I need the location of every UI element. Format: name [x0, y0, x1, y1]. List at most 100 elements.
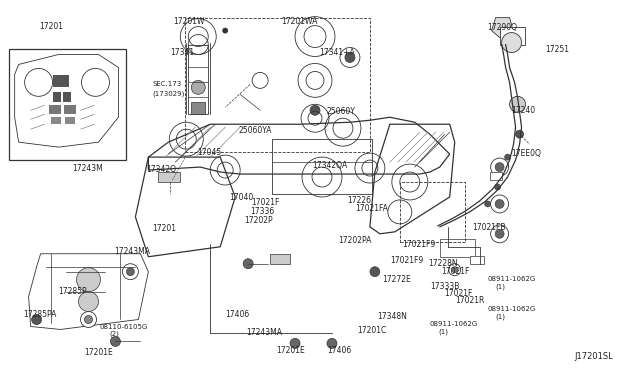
Text: 17243MA: 17243MA	[115, 247, 150, 256]
Bar	[158, 172, 180, 182]
Text: 17045: 17045	[197, 148, 221, 157]
Circle shape	[243, 259, 253, 269]
Text: 17021F9: 17021F9	[402, 240, 435, 249]
Text: 17021F9: 17021F9	[390, 256, 424, 265]
Text: (1): (1)	[495, 283, 506, 290]
Text: 17341: 17341	[170, 48, 194, 57]
Text: 17251: 17251	[545, 45, 569, 54]
Text: 17021F: 17021F	[442, 267, 470, 276]
Circle shape	[84, 315, 93, 324]
Text: 17285P: 17285P	[58, 287, 87, 296]
Circle shape	[502, 33, 522, 52]
Text: 25060YA: 25060YA	[238, 126, 272, 135]
Text: 17243M: 17243M	[72, 164, 103, 173]
Bar	[49, 105, 61, 114]
Circle shape	[310, 105, 320, 115]
Circle shape	[345, 52, 355, 62]
Circle shape	[495, 184, 500, 190]
Text: 17342QA: 17342QA	[312, 161, 348, 170]
Text: (173029): (173029)	[153, 90, 185, 97]
Circle shape	[449, 264, 461, 276]
Text: 17348N: 17348N	[378, 312, 407, 321]
Circle shape	[290, 339, 300, 349]
Circle shape	[127, 268, 134, 276]
Bar	[270, 254, 290, 264]
Text: 17285PA: 17285PA	[23, 311, 56, 320]
Circle shape	[452, 267, 458, 273]
Bar	[65, 117, 74, 124]
Text: 17240: 17240	[511, 106, 536, 115]
Circle shape	[491, 225, 509, 243]
Circle shape	[495, 229, 504, 238]
Text: 17021F: 17021F	[251, 198, 280, 207]
Text: 17202P: 17202P	[244, 216, 273, 225]
Text: 08911-1062G: 08911-1062G	[487, 276, 536, 282]
Text: 17201: 17201	[39, 22, 63, 31]
Bar	[63, 105, 76, 114]
Circle shape	[79, 292, 99, 311]
Text: 17406: 17406	[225, 311, 250, 320]
Text: (2): (2)	[109, 331, 119, 337]
Circle shape	[484, 201, 491, 207]
Text: 17228N: 17228N	[429, 259, 458, 267]
Bar	[52, 92, 61, 102]
Text: 17201WA: 17201WA	[282, 17, 318, 26]
Circle shape	[111, 336, 120, 346]
Text: 25060Y: 25060Y	[326, 108, 355, 116]
Circle shape	[81, 311, 97, 327]
Circle shape	[495, 163, 504, 171]
Text: 17201W: 17201W	[173, 17, 205, 26]
Bar	[63, 92, 70, 102]
Circle shape	[495, 199, 504, 208]
Text: 17290Q: 17290Q	[487, 23, 517, 32]
Bar	[500, 26, 525, 45]
Circle shape	[77, 268, 100, 292]
Text: (1): (1)	[495, 313, 506, 320]
Circle shape	[491, 195, 509, 213]
Bar	[186, 17, 370, 152]
Text: 08110-6105G: 08110-6105G	[100, 324, 148, 330]
Text: 17201C: 17201C	[357, 326, 387, 335]
Bar	[191, 102, 205, 114]
Circle shape	[509, 96, 525, 112]
Text: 17333B: 17333B	[430, 282, 460, 291]
Text: 17021R: 17021R	[456, 296, 484, 305]
Bar	[52, 76, 68, 87]
Text: 17336: 17336	[250, 208, 274, 217]
Bar	[272, 139, 372, 194]
Circle shape	[370, 267, 380, 277]
Text: 17040: 17040	[229, 193, 253, 202]
Text: 17272E: 17272E	[383, 275, 412, 284]
Bar	[400, 182, 465, 242]
Text: J17201SL: J17201SL	[574, 352, 613, 361]
Circle shape	[516, 130, 524, 138]
Text: 17341+A: 17341+A	[319, 48, 355, 57]
Bar	[490, 172, 502, 180]
Text: 17021FA: 17021FA	[355, 204, 388, 213]
Circle shape	[31, 314, 42, 324]
Text: 17202PA: 17202PA	[338, 236, 371, 246]
Text: SEC.173: SEC.173	[153, 81, 182, 87]
Text: 08911-1062G: 08911-1062G	[430, 321, 478, 327]
Text: 17226: 17226	[347, 196, 371, 205]
Bar	[9, 48, 127, 160]
Circle shape	[191, 80, 205, 94]
Text: (1): (1)	[438, 328, 448, 334]
Text: 17201E: 17201E	[276, 346, 305, 355]
Text: 17021F: 17021F	[445, 289, 473, 298]
Circle shape	[504, 154, 511, 160]
Bar	[440, 239, 475, 257]
Circle shape	[122, 264, 138, 280]
Text: 17EE0Q: 17EE0Q	[511, 149, 541, 158]
Text: 17243MA: 17243MA	[246, 328, 282, 337]
Text: 17021FB: 17021FB	[472, 223, 506, 232]
Circle shape	[223, 28, 228, 33]
Text: 08911-1062G: 08911-1062G	[487, 306, 536, 312]
Polygon shape	[492, 17, 511, 38]
Bar	[51, 117, 61, 124]
Text: 17201: 17201	[153, 224, 177, 233]
Bar	[188, 45, 208, 114]
Text: 17406: 17406	[328, 346, 352, 355]
Text: 17201E: 17201E	[84, 347, 113, 356]
Polygon shape	[29, 254, 148, 330]
